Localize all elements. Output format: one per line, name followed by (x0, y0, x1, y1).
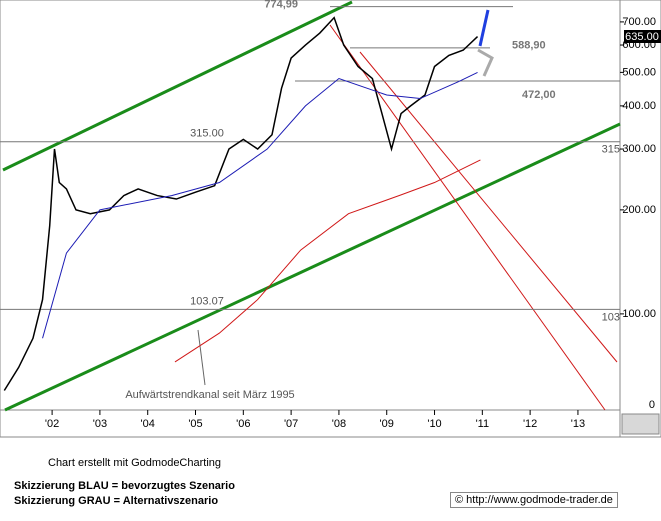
price-line (42, 71, 478, 339)
x-tick-label: '12 (523, 418, 537, 430)
channel-line (359, 51, 618, 363)
level-label: 315.00 (190, 128, 224, 140)
y-axis-zero: 0 (649, 399, 655, 411)
trend-line (4, 122, 621, 412)
y-tick-label: 500.00 (622, 66, 656, 78)
y-tick-label: 200.00 (622, 204, 656, 216)
scenario-arrow (478, 9, 490, 47)
level-right-label: 315 (602, 144, 620, 156)
scroll-button[interactable] (621, 413, 660, 435)
level-label: 103.07 (190, 295, 224, 307)
level-label: 588,90 (512, 40, 546, 52)
level-right-label: 103 (602, 311, 620, 323)
y-tick-label: 600.00 (622, 39, 656, 51)
y-tick-label: 300.00 (622, 143, 656, 155)
level-label: 774,99 (264, 0, 298, 11)
scenario-arrow (477, 48, 494, 77)
last-price: 635.00 (625, 31, 659, 43)
y-tick-label: 100.00 (622, 308, 656, 320)
x-tick-label: '06 (236, 418, 250, 430)
x-tick-label: '03 (93, 418, 107, 430)
annotation-pointer (197, 329, 206, 386)
x-tick-label: '02 (45, 418, 59, 430)
annotation: Aufwärtstrendkanal seit März 1995 (125, 389, 294, 401)
y-axis-panel (619, 0, 661, 438)
x-tick-label: '10 (427, 418, 441, 430)
x-tick-label: '05 (188, 418, 202, 430)
x-tick-label: '11 (476, 418, 490, 430)
price-line (3, 16, 479, 391)
x-tick-label: '09 (380, 418, 394, 430)
y-tick-label: 400.00 (622, 100, 656, 112)
credit: Chart erstellt mit GodmodeCharting (48, 457, 222, 469)
legend-note: Skizzierung GRAU = Alternativszenario (14, 495, 219, 507)
price-line (174, 159, 481, 363)
x-tick-label: '08 (332, 418, 346, 430)
legend-note: Skizzierung BLAU = bevorzugtes Szenario (14, 480, 235, 492)
y-tick-label: 700.00 (622, 16, 656, 28)
x-tick-label: '07 (284, 418, 298, 430)
x-tick-label: '13 (571, 418, 585, 430)
x-tick-label: '04 (141, 418, 155, 430)
price-box (624, 30, 661, 43)
level-label: 472,00 (522, 89, 556, 101)
url[interactable]: © http://www.godmode-trader.de (450, 492, 618, 508)
plot-frame (0, 0, 621, 411)
x-axis-panel (0, 409, 621, 438)
